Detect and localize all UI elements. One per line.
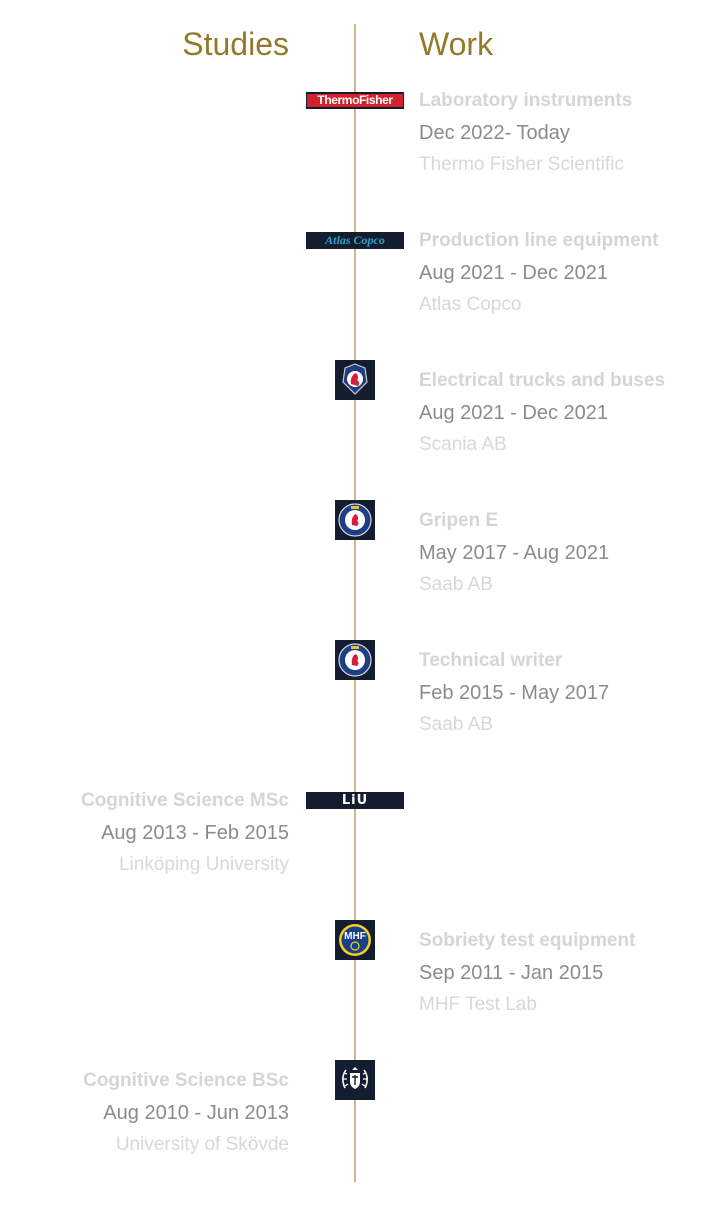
entry-dates: Aug 2013 - Feb 2015 xyxy=(101,822,289,844)
timeline-axis xyxy=(354,24,356,1182)
entry-title: Sobriety test equipment xyxy=(419,930,636,951)
entry-title: Electrical trucks and buses xyxy=(419,370,666,391)
skovde-crest-logo xyxy=(335,1060,375,1100)
work-entry-scania: Electrical trucks and buses Aug 2021 - D… xyxy=(419,370,709,456)
thermo-fisher-logo: ThermoFisher xyxy=(306,92,404,109)
entry-title: Technical writer xyxy=(419,650,563,671)
work-entry-mhf: Sobriety test equipment Sep 2011 - Jan 2… xyxy=(419,930,709,1016)
mhf-logo-text: MHF xyxy=(344,931,366,942)
work-heading: Work xyxy=(419,26,494,62)
scania-griffin-logo xyxy=(335,360,375,400)
work-entry-gripen: Gripen E May 2017 - Aug 2021 Saab AB xyxy=(419,510,709,596)
study-entry-msc: Cognitive Science MSc Aug 2013 - Feb 201… xyxy=(0,790,289,876)
mhf-logo: MHF xyxy=(335,920,375,960)
entry-title: Production line equipment xyxy=(419,230,659,251)
work-entry-atlas-copco: Production line equipment Aug 2021 - Dec… xyxy=(419,230,709,316)
liu-logo: LiU xyxy=(306,792,404,809)
saab-roundel-logo xyxy=(335,500,375,540)
entry-organization: Saab AB xyxy=(419,714,493,735)
entry-dates: Aug 2021 - Dec 2021 xyxy=(419,402,609,424)
entry-dates: May 2017 - Aug 2021 xyxy=(419,542,610,564)
entry-organization: MHF Test Lab xyxy=(419,994,537,1015)
entry-dates: Dec 2022- Today xyxy=(419,122,570,144)
entry-dates: Aug 2010 - Jun 2013 xyxy=(103,1102,289,1124)
work-entry-thermo-fisher: Laboratory instruments Dec 2022- Today T… xyxy=(419,90,709,176)
entry-dates: Feb 2015 - May 2017 xyxy=(419,682,610,704)
entry-title: Laboratory instruments xyxy=(419,90,633,111)
study-entry-bsc: Cognitive Science BSc Aug 2010 - Jun 201… xyxy=(0,1070,289,1156)
saab-roundel-logo xyxy=(335,640,375,680)
studies-heading: Studies xyxy=(182,26,289,62)
entry-organization: Scania AB xyxy=(419,434,507,455)
entry-organization: University of Skövde xyxy=(115,1134,289,1155)
entry-organization: Thermo Fisher Scientific xyxy=(419,154,624,175)
entry-title: Cognitive Science MSc xyxy=(80,790,289,811)
work-entry-technical-writer: Technical writer Feb 2015 - May 2017 Saa… xyxy=(419,650,709,736)
atlas-copco-logo: Atlas Copco xyxy=(306,232,404,249)
entry-organization: Saab AB xyxy=(419,574,493,595)
entry-dates: Sep 2011 - Jan 2015 xyxy=(419,962,604,984)
entry-title: Gripen E xyxy=(419,510,499,531)
entry-dates: Aug 2021 - Dec 2021 xyxy=(419,262,609,284)
entry-title: Cognitive Science BSc xyxy=(83,1070,289,1091)
entry-organization: Atlas Copco xyxy=(419,294,522,315)
entry-organization: Linköping University xyxy=(118,854,289,875)
